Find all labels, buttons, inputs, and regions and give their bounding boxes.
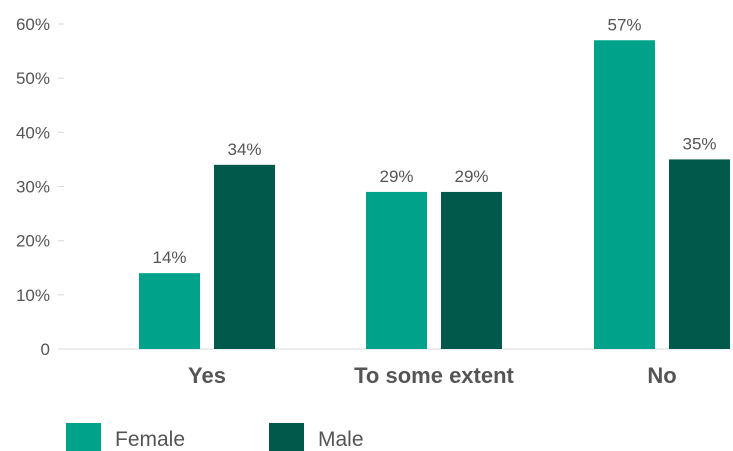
x-category-label: To some extent <box>354 363 514 388</box>
legend-label-male: Male <box>318 428 364 451</box>
y-tick-label: 60% <box>16 15 50 34</box>
bar-male-yes <box>214 164 275 349</box>
y-tick-label: 20% <box>16 232 50 251</box>
data-label: 14% <box>152 248 186 267</box>
legend-swatch-male <box>269 423 304 451</box>
y-tick-label: 50% <box>16 69 50 88</box>
bars <box>139 40 730 349</box>
legend-label-female: Female <box>115 428 185 451</box>
y-tick-label: 30% <box>16 178 50 197</box>
bar-female-yes <box>139 273 200 349</box>
data-label: 57% <box>607 15 641 34</box>
data-label: 29% <box>454 167 488 186</box>
y-axis: 0 10% 20% 30% 40% 50% 60% <box>16 15 64 359</box>
bar-male-no <box>669 159 730 349</box>
x-axis-categories: Yes To some extent No <box>188 363 677 388</box>
data-label: 29% <box>379 167 413 186</box>
data-label: 35% <box>682 134 716 153</box>
bar-female-no <box>594 40 655 349</box>
data-labels: 14% 34% 29% 29% 57% 35% <box>152 15 716 267</box>
y-tick-label: 40% <box>16 123 50 142</box>
y-tick-label: 0 <box>41 340 50 359</box>
x-category-label: No <box>647 363 676 388</box>
x-category-label: Yes <box>188 363 226 388</box>
legend-swatch-female <box>66 423 101 451</box>
bar-male-to-some-extent <box>441 191 502 349</box>
data-label: 34% <box>227 140 261 159</box>
y-tick-label: 10% <box>16 286 50 305</box>
legend: Female Male <box>66 423 364 451</box>
bar-female-to-some-extent <box>366 191 427 349</box>
